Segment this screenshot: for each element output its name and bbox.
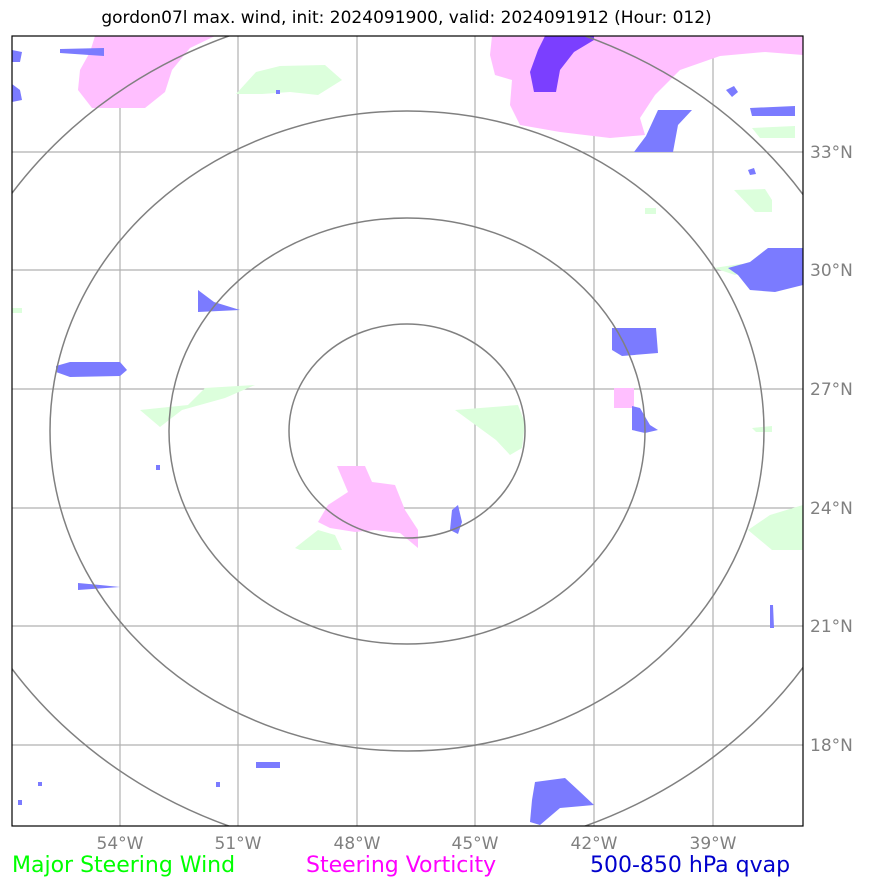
gridlines <box>12 36 803 826</box>
lon-tick-label: 54°W <box>97 834 144 854</box>
qvap-area <box>156 465 160 470</box>
wind-area <box>752 126 795 138</box>
lon-tick-label: 51°W <box>215 834 262 854</box>
lat-tick-label: 24°N <box>810 499 853 519</box>
wind-area <box>645 208 656 214</box>
qvap-area <box>728 248 803 292</box>
lon-tick-labels: 54°W 51°W 48°W 45°W 42°W 39°W <box>97 834 737 854</box>
vorticity-area <box>318 466 418 548</box>
range-ring <box>49 110 765 752</box>
qvap-area <box>12 50 22 62</box>
qvap-area <box>78 583 120 590</box>
lat-tick-label: 18°N <box>810 736 853 756</box>
plot-frame <box>11 35 804 827</box>
lat-tick-label: 21°N <box>810 617 853 637</box>
wind-area <box>748 505 803 550</box>
qvap-area <box>12 84 22 102</box>
lon-tick-label: 48°W <box>334 834 381 854</box>
lon-tick-label: 42°W <box>571 834 618 854</box>
wind-area <box>140 385 255 427</box>
qvap-area <box>748 168 756 175</box>
map-title: gordon07l max. wind, init: 2024091900, v… <box>101 8 712 28</box>
wind-area <box>12 308 22 313</box>
qvap-area <box>60 48 104 56</box>
qvap-high-area <box>530 36 594 92</box>
wind-area <box>455 405 525 455</box>
qvap-area <box>256 762 280 768</box>
qvap-areas <box>12 48 803 825</box>
legend-steering-wind: Major Steering Wind <box>12 853 236 878</box>
qvap-area <box>198 290 240 312</box>
range-ring <box>168 217 646 645</box>
qvap-area <box>530 778 594 825</box>
vorticity-area <box>614 388 634 408</box>
vorticity-area <box>490 36 803 138</box>
range-ring <box>12 36 803 826</box>
steering-vorticity-areas <box>78 36 803 548</box>
lat-tick-label: 30°N <box>810 261 853 281</box>
lon-tick-label: 45°W <box>452 834 499 854</box>
wind-area <box>295 530 342 550</box>
lon-tick-label: 39°W <box>690 834 737 854</box>
qvap-area <box>770 605 774 628</box>
qvap-area <box>38 782 42 786</box>
wind-area <box>236 65 342 95</box>
range-rings <box>12 36 803 826</box>
qvap-area <box>726 86 738 97</box>
qvap-area <box>750 106 795 116</box>
wind-area <box>734 189 772 212</box>
qvap-area <box>56 362 127 377</box>
qvap-area <box>18 800 22 805</box>
legend-steering-vorticity: Steering Vorticity <box>306 853 497 878</box>
vorticity-area <box>78 36 215 108</box>
lat-tick-label: 27°N <box>810 380 853 400</box>
lat-tick-label: 33°N <box>810 143 853 163</box>
wind-area <box>752 426 772 432</box>
range-ring <box>288 323 526 539</box>
qvap-area <box>612 328 658 356</box>
map-plot-area <box>12 36 803 826</box>
qvap-area <box>276 90 280 94</box>
steering-wind-areas <box>12 65 803 550</box>
qvap-area <box>634 110 692 152</box>
lat-tick-labels: 33°N 30°N 27°N 24°N 21°N 18°N <box>810 143 853 756</box>
qvap-area <box>216 782 220 787</box>
legend-qvap: 500-850 hPa qvap <box>590 853 791 878</box>
